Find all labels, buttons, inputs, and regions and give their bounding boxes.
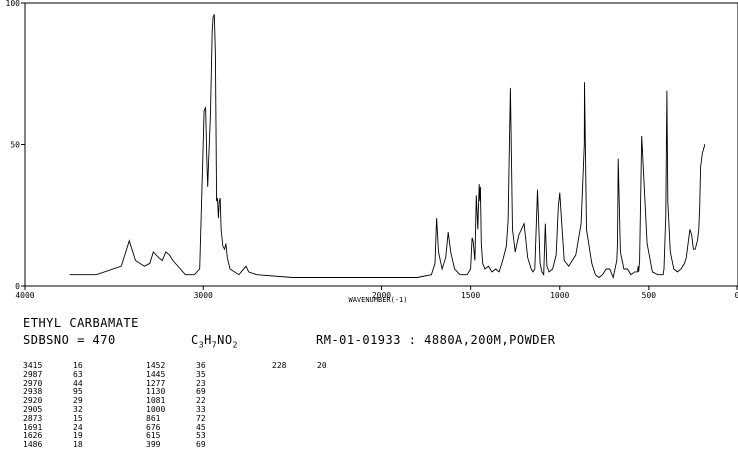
compound-name: ETHYL CARBAMATE (23, 316, 139, 330)
peak-intensity: 24 (73, 422, 83, 432)
peak-intensity: 95 (73, 387, 83, 397)
x-tick-label: 500 (642, 291, 657, 300)
peak-intensity: 16 (73, 361, 83, 370)
formula-h-count: 7 (211, 340, 218, 350)
x-tick-label: 1000 (550, 291, 569, 300)
x-tick-label: 1500 (461, 291, 480, 300)
formula-o-count: 2 (232, 340, 238, 350)
formula-rest: NO (217, 333, 233, 347)
peak-wavenumber: 615 (146, 431, 161, 441)
peak-wavenumber: 3415 (23, 361, 43, 370)
x-tick-label: 3000 (194, 291, 213, 300)
peak-wavenumber: 1486 (23, 440, 43, 450)
peak-intensity: 23 (196, 378, 206, 388)
peak-wavenumber: 2905 (23, 405, 43, 414)
x-axis-label: WAVENUMBER(-1) (348, 296, 407, 304)
peak-wavenumber: 2987 (23, 369, 43, 379)
peak-intensity: 44 (73, 378, 83, 388)
peak-wavenumber: 1000 (146, 405, 166, 414)
peak-intensity: 69 (196, 440, 206, 450)
peak-intensity: 20 (317, 361, 327, 370)
y-tick-label: 50 (10, 141, 20, 150)
peak-intensity: 53 (196, 431, 206, 441)
peak-intensity: 29 (73, 396, 83, 406)
peak-intensity: 22 (196, 396, 206, 406)
peak-intensity: 33 (196, 405, 206, 414)
plot-frame (24, 2, 738, 287)
peak-intensity: 35 (196, 369, 206, 379)
peak-intensity: 19 (73, 431, 83, 441)
peak-wavenumber: 2970 (23, 378, 43, 388)
peak-wavenumber: 1130 (146, 387, 166, 397)
peak-wavenumber: 676 (146, 422, 161, 432)
formula-c: C (191, 333, 199, 347)
peak-intensity: 18 (73, 440, 83, 450)
peak-wavenumber: 1277 (146, 378, 166, 388)
x-tick-label: 2000 (372, 291, 391, 300)
peak-wavenumber: 2938 (23, 387, 43, 397)
molecular-formula: C3H7NO2 (191, 333, 238, 349)
axis-tick-labels: 4000 3000 2000 1500 1000 500 0 0 50 100 (6, 0, 738, 300)
peak-wavenumber: 1452 (146, 361, 166, 370)
peak-wavenumber: 861 (146, 413, 161, 423)
peak-wavenumber: 1445 (146, 369, 166, 379)
peak-wavenumber: 2920 (23, 396, 43, 406)
axis-ticks (21, 2, 738, 290)
x-tick-label: 0 (735, 291, 738, 300)
y-tick-label: 100 (6, 0, 21, 8)
x-tick-label: 4000 (15, 291, 34, 300)
y-tick-label: 0 (15, 282, 20, 291)
peak-wavenumber: 1081 (146, 396, 166, 406)
peak-intensity: 36 (196, 361, 206, 370)
spectrum-line (69, 14, 706, 280)
peak-intensity: 69 (196, 387, 206, 397)
sdbs-number: SDBSNO = 470 (23, 333, 116, 347)
peak-intensity: 32 (73, 405, 83, 414)
peak-intensity: 45 (196, 422, 206, 432)
peak-intensity: 63 (73, 369, 83, 379)
peak-intensity: 15 (73, 413, 83, 423)
peak-intensity: 72 (196, 413, 206, 423)
peak-wavenumber: 1691 (23, 422, 43, 432)
spectrum-chart: 4000 3000 2000 1500 1000 500 0 0 50 100 WAVENUMBE… (6, 0, 738, 304)
peak-wavenumber: 228 (272, 361, 287, 370)
measurement-info: RM-01-01933 : 4880A,200M,POWDER (316, 333, 556, 347)
peak-wavenumber: 1626 (23, 431, 43, 441)
peak-wavenumber: 399 (146, 440, 161, 450)
peak-wavenumber: 2873 (23, 413, 43, 423)
formula-c-count: 3 (198, 340, 205, 350)
formula-h: H (204, 333, 212, 347)
